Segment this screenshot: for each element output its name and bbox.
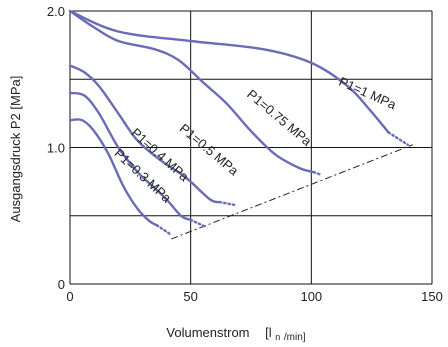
x-tick-label-0: 0 [66, 289, 73, 304]
series-dotted-end-0 [387, 131, 410, 146]
x-tick-label-3: 150 [421, 289, 443, 304]
series-line-1 [68, 9, 315, 174]
series-layer [68, 9, 410, 237]
series-line-0 [68, 9, 390, 134]
series-line-2 [68, 64, 221, 204]
y-axis-label: Ausgangsdruck P2 [MPa] [8, 76, 23, 223]
x-axis-label-unit-sub: n [275, 332, 280, 342]
curve-label-1: P1=0.75 MPa [244, 86, 315, 149]
x-axis-label: Volumenstrom [l n /min] [166, 325, 305, 343]
flow-limit-line [171, 144, 413, 240]
series-line-3 [68, 91, 192, 221]
x-tick-label-1: 50 [183, 289, 197, 304]
x-axis-label-unit-prefix: [l [265, 325, 272, 340]
x-axis-label-main: Volumenstrom [166, 325, 249, 340]
series-dotted-end-4 [155, 224, 173, 237]
y-tick-label-0: 0 [58, 277, 65, 292]
grid-layer [69, 10, 433, 285]
series-line-4 [68, 118, 159, 227]
limit-layer [171, 144, 413, 240]
y-tick-label-1: 1.0 [47, 141, 65, 156]
tick-layer: 0 50 100 150 0 1.0 2.0 [47, 4, 443, 304]
y-tick-label-2: 2.0 [47, 4, 65, 19]
series-dotted-end-3 [189, 218, 207, 228]
series-dotted-end-2 [218, 200, 236, 207]
x-axis-label-unit-suffix: /min] [284, 332, 306, 343]
series-dotted-end-1 [312, 170, 323, 177]
x-tick-label-2: 100 [300, 289, 322, 304]
